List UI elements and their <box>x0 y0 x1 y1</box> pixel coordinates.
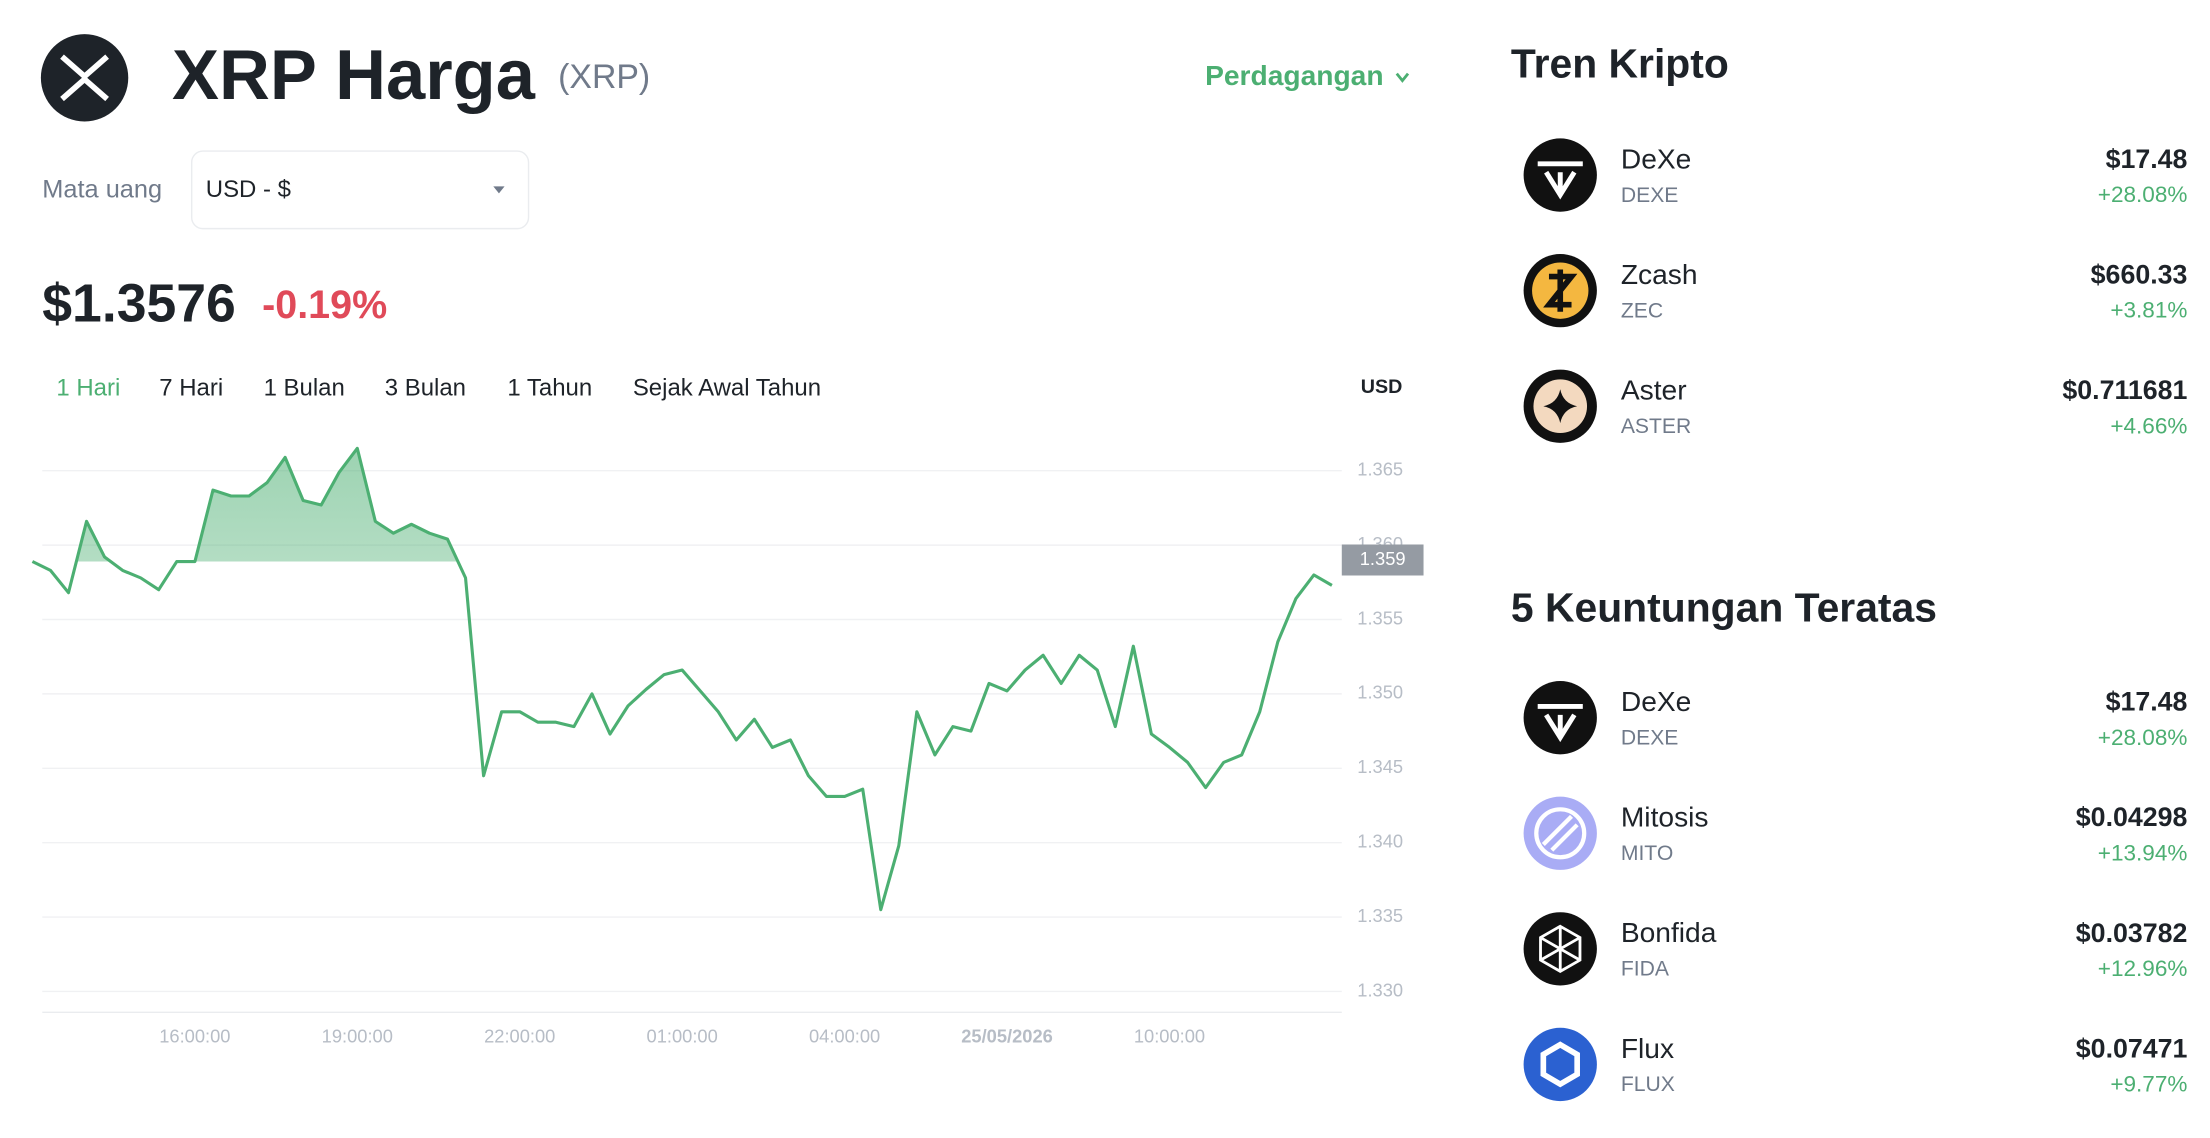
x-tick-label: 19:00:00 <box>322 1025 393 1046</box>
coin-change: +9.77% <box>2110 1072 2187 1097</box>
coin-change: +28.08% <box>2098 725 2188 750</box>
y-tick-label: 1.340 <box>1357 831 1403 852</box>
symbol: (XRP) <box>558 58 650 96</box>
coin-price: $0.07471 <box>2076 1033 2188 1063</box>
price-change: -0.19% <box>262 283 387 327</box>
coin-icon-glyph <box>1537 161 1583 200</box>
xrp-logo-mark <box>60 54 109 102</box>
currency-label: Mata uang <box>42 175 162 203</box>
time-range-tab[interactable]: 7 Hari <box>159 375 223 402</box>
coin-price: $0.711681 <box>2062 375 2187 405</box>
time-range-tab[interactable]: 1 Tahun <box>507 375 592 402</box>
coin-change: +4.66% <box>2110 413 2187 438</box>
coin-name[interactable]: DeXe <box>1621 142 1691 174</box>
y-tick-label: 1.335 <box>1357 905 1403 926</box>
chevron <box>1395 72 1410 83</box>
coin-symbol: ASTER <box>1621 415 1691 438</box>
coin-icon-glyph <box>1537 703 1583 743</box>
price-line <box>31 446 1333 912</box>
coin-icon-glyph <box>1540 1041 1580 1088</box>
trending-title: Tren Kripto <box>1511 40 1729 86</box>
price-tag <box>1341 544 1424 576</box>
y-tick-label: 1.355 <box>1357 607 1403 628</box>
currency-value: USD - $ <box>206 176 291 203</box>
y-tick-label: 1.350 <box>1357 682 1403 703</box>
x-tick-label: 04:00:00 <box>809 1025 880 1046</box>
coin-name[interactable]: Zcash <box>1621 258 1698 290</box>
trade-menu[interactable]: Perdagangan <box>1205 59 1383 91</box>
x-tick-label: 25/05/2026 <box>961 1025 1053 1046</box>
time-range-tab[interactable]: 1 Bulan <box>264 375 345 402</box>
coin-icon-glyph <box>1539 924 1582 974</box>
x-tick-label: 22:00:00 <box>484 1025 555 1046</box>
time-range-tab[interactable]: Sejak Awal Tahun <box>633 375 821 402</box>
select-arrow <box>493 186 505 194</box>
y-tick-label: 1.330 <box>1357 979 1403 1000</box>
coin-name[interactable]: DeXe <box>1621 685 1691 717</box>
gainers-title: 5 Keuntungan Teratas <box>1511 584 1937 630</box>
y-tick-label: 1.365 <box>1357 459 1403 480</box>
x-tick-label: 16:00:00 <box>159 1025 230 1046</box>
coin-symbol: ZEC <box>1621 299 1663 322</box>
coin-icon <box>1523 1027 1597 1102</box>
coin-symbol: FLUX <box>1621 1073 1675 1096</box>
y-tick-label: 1.345 <box>1357 756 1403 777</box>
coin-symbol: FIDA <box>1621 958 1670 981</box>
coin-name[interactable]: Aster <box>1621 374 1687 406</box>
coin-price: $17.48 <box>2106 144 2188 174</box>
coin-icon-inner <box>1534 807 1587 860</box>
coin-change: +28.08% <box>2098 182 2188 207</box>
x-tick-label: 01:00:00 <box>647 1025 718 1046</box>
price-tag-label: 1.359 <box>1360 548 1406 569</box>
coin-price: $660.33 <box>2091 260 2188 290</box>
coin-change: +13.94% <box>2098 840 2188 865</box>
coin-name[interactable]: Mitosis <box>1621 801 1709 833</box>
coin-icon-glyph <box>1541 814 1579 852</box>
unit-label: USD <box>1361 376 1403 398</box>
area-fill <box>76 448 458 562</box>
currency-select[interactable] <box>190 150 530 230</box>
time-range-tab[interactable]: 3 Bulan <box>385 375 466 402</box>
coin-symbol: DEXE <box>1621 726 1679 749</box>
coin-name[interactable]: Bonfida <box>1621 916 1717 948</box>
time-range-tab[interactable]: 1 Hari <box>56 375 120 402</box>
coin-change: +12.96% <box>2098 956 2188 981</box>
price: $1.3576 <box>42 275 236 334</box>
coin-price: $17.48 <box>2106 687 2188 717</box>
coin-name[interactable]: Flux <box>1621 1032 1674 1064</box>
coin-symbol: DEXE <box>1621 184 1679 207</box>
coin-change: +3.81% <box>2110 298 2187 323</box>
coin-symbol: MITO <box>1621 842 1673 865</box>
coin-icon-glyph <box>1543 389 1578 424</box>
x-tick-label: 10:00:00 <box>1134 1025 1205 1046</box>
coin-price: $0.03782 <box>2076 918 2188 948</box>
coin-price: $0.04298 <box>2076 802 2188 832</box>
page-title: XRP Harga <box>172 35 536 114</box>
coin-icon-glyph <box>1543 269 1578 312</box>
